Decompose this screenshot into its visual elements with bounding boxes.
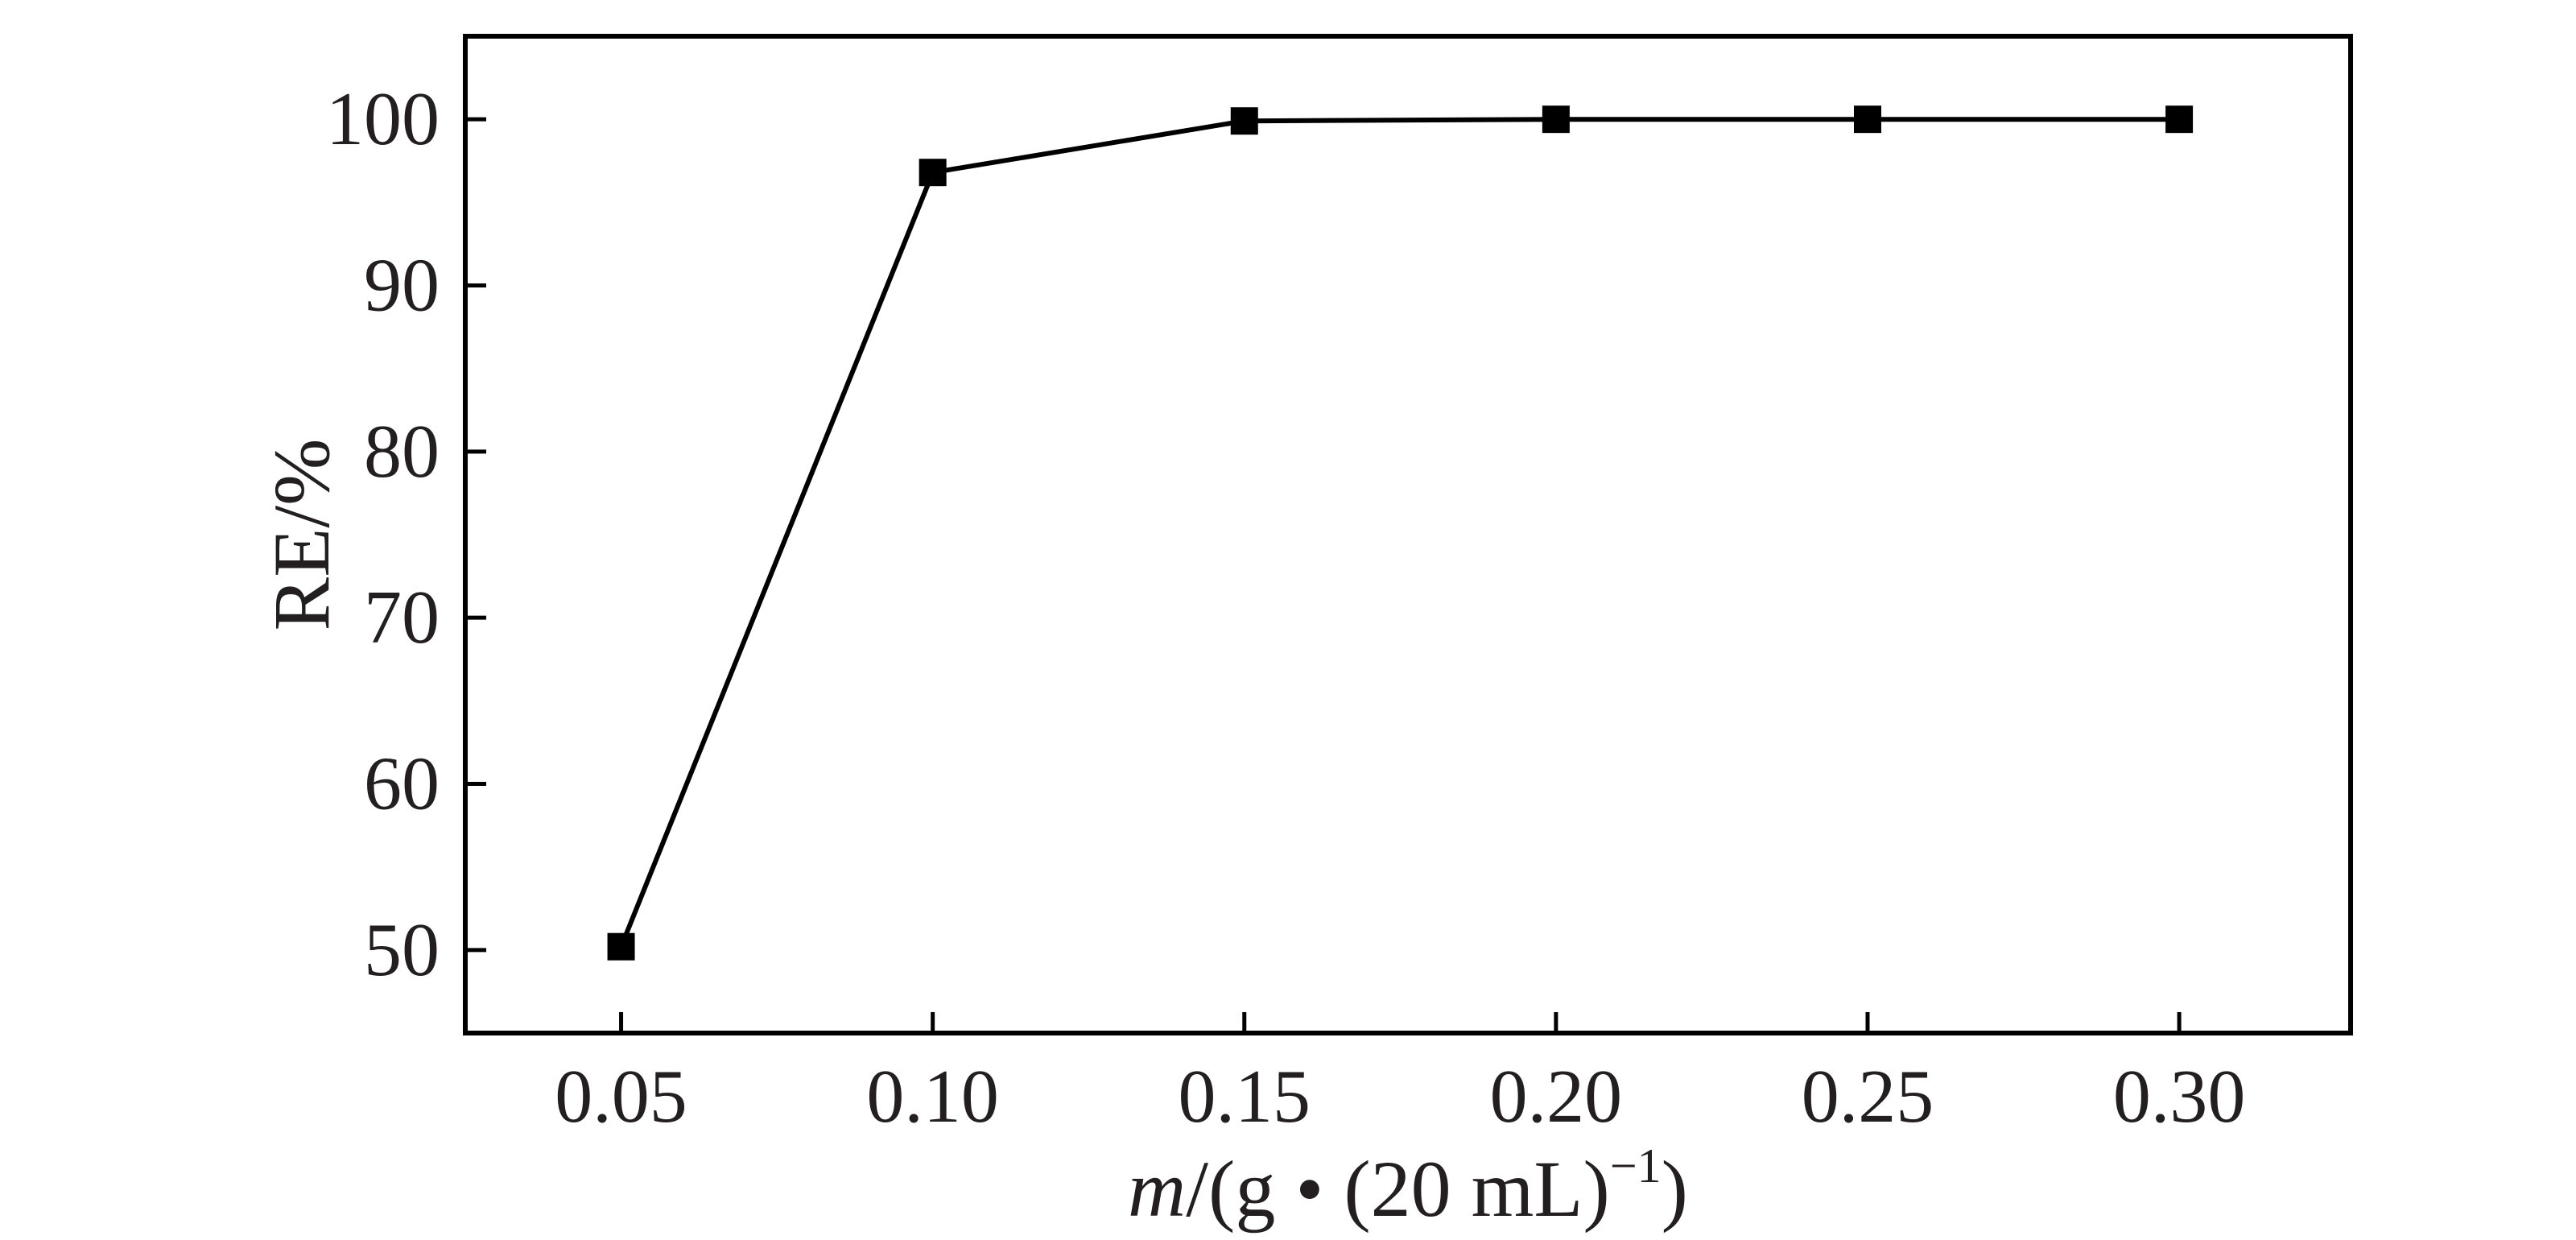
y-tick-label: 60 bbox=[364, 742, 440, 826]
x-tick-label: 0.15 bbox=[1179, 1055, 1311, 1139]
x-tick-label: 0.25 bbox=[1802, 1055, 1934, 1139]
y-tick-label: 50 bbox=[364, 908, 440, 992]
plot-frame bbox=[463, 34, 2353, 1035]
series-line bbox=[618, 117, 2180, 948]
x-axis-title-main: /(g • (20 mL) bbox=[1186, 1144, 1610, 1234]
x-tick-label: 0.30 bbox=[2113, 1055, 2246, 1139]
x-tick-label: 0.05 bbox=[555, 1055, 687, 1139]
data-point bbox=[2165, 105, 2194, 134]
x-axis-ticks: 0.05 0.10 0.15 0.20 0.25 0.30 bbox=[555, 1012, 2245, 1139]
data-markers bbox=[607, 105, 2194, 961]
data-point bbox=[1230, 107, 1258, 135]
x-tick-label: 0.20 bbox=[1490, 1055, 1623, 1139]
x-axis-title-superscript: −1 bbox=[1610, 1139, 1662, 1192]
x-axis-title: m/(g • (20 mL)−1) bbox=[1128, 1139, 1688, 1234]
x-axis-title-italic: m bbox=[1128, 1144, 1186, 1234]
y-tick-label: 70 bbox=[364, 576, 440, 659]
data-point bbox=[607, 932, 635, 961]
y-tick-label: 100 bbox=[326, 77, 440, 161]
x-tick-label: 0.10 bbox=[866, 1055, 999, 1139]
y-tick-label: 80 bbox=[364, 410, 440, 494]
data-point bbox=[1853, 105, 1881, 134]
x-axis-title-close: ) bbox=[1662, 1144, 1688, 1234]
y-axis-ticks: 50 60 70 80 90 100 bbox=[326, 77, 486, 992]
y-axis-title: RE/% bbox=[257, 439, 346, 631]
y-tick-label: 90 bbox=[364, 244, 440, 328]
data-point bbox=[919, 159, 947, 187]
data-point bbox=[1542, 105, 1570, 134]
